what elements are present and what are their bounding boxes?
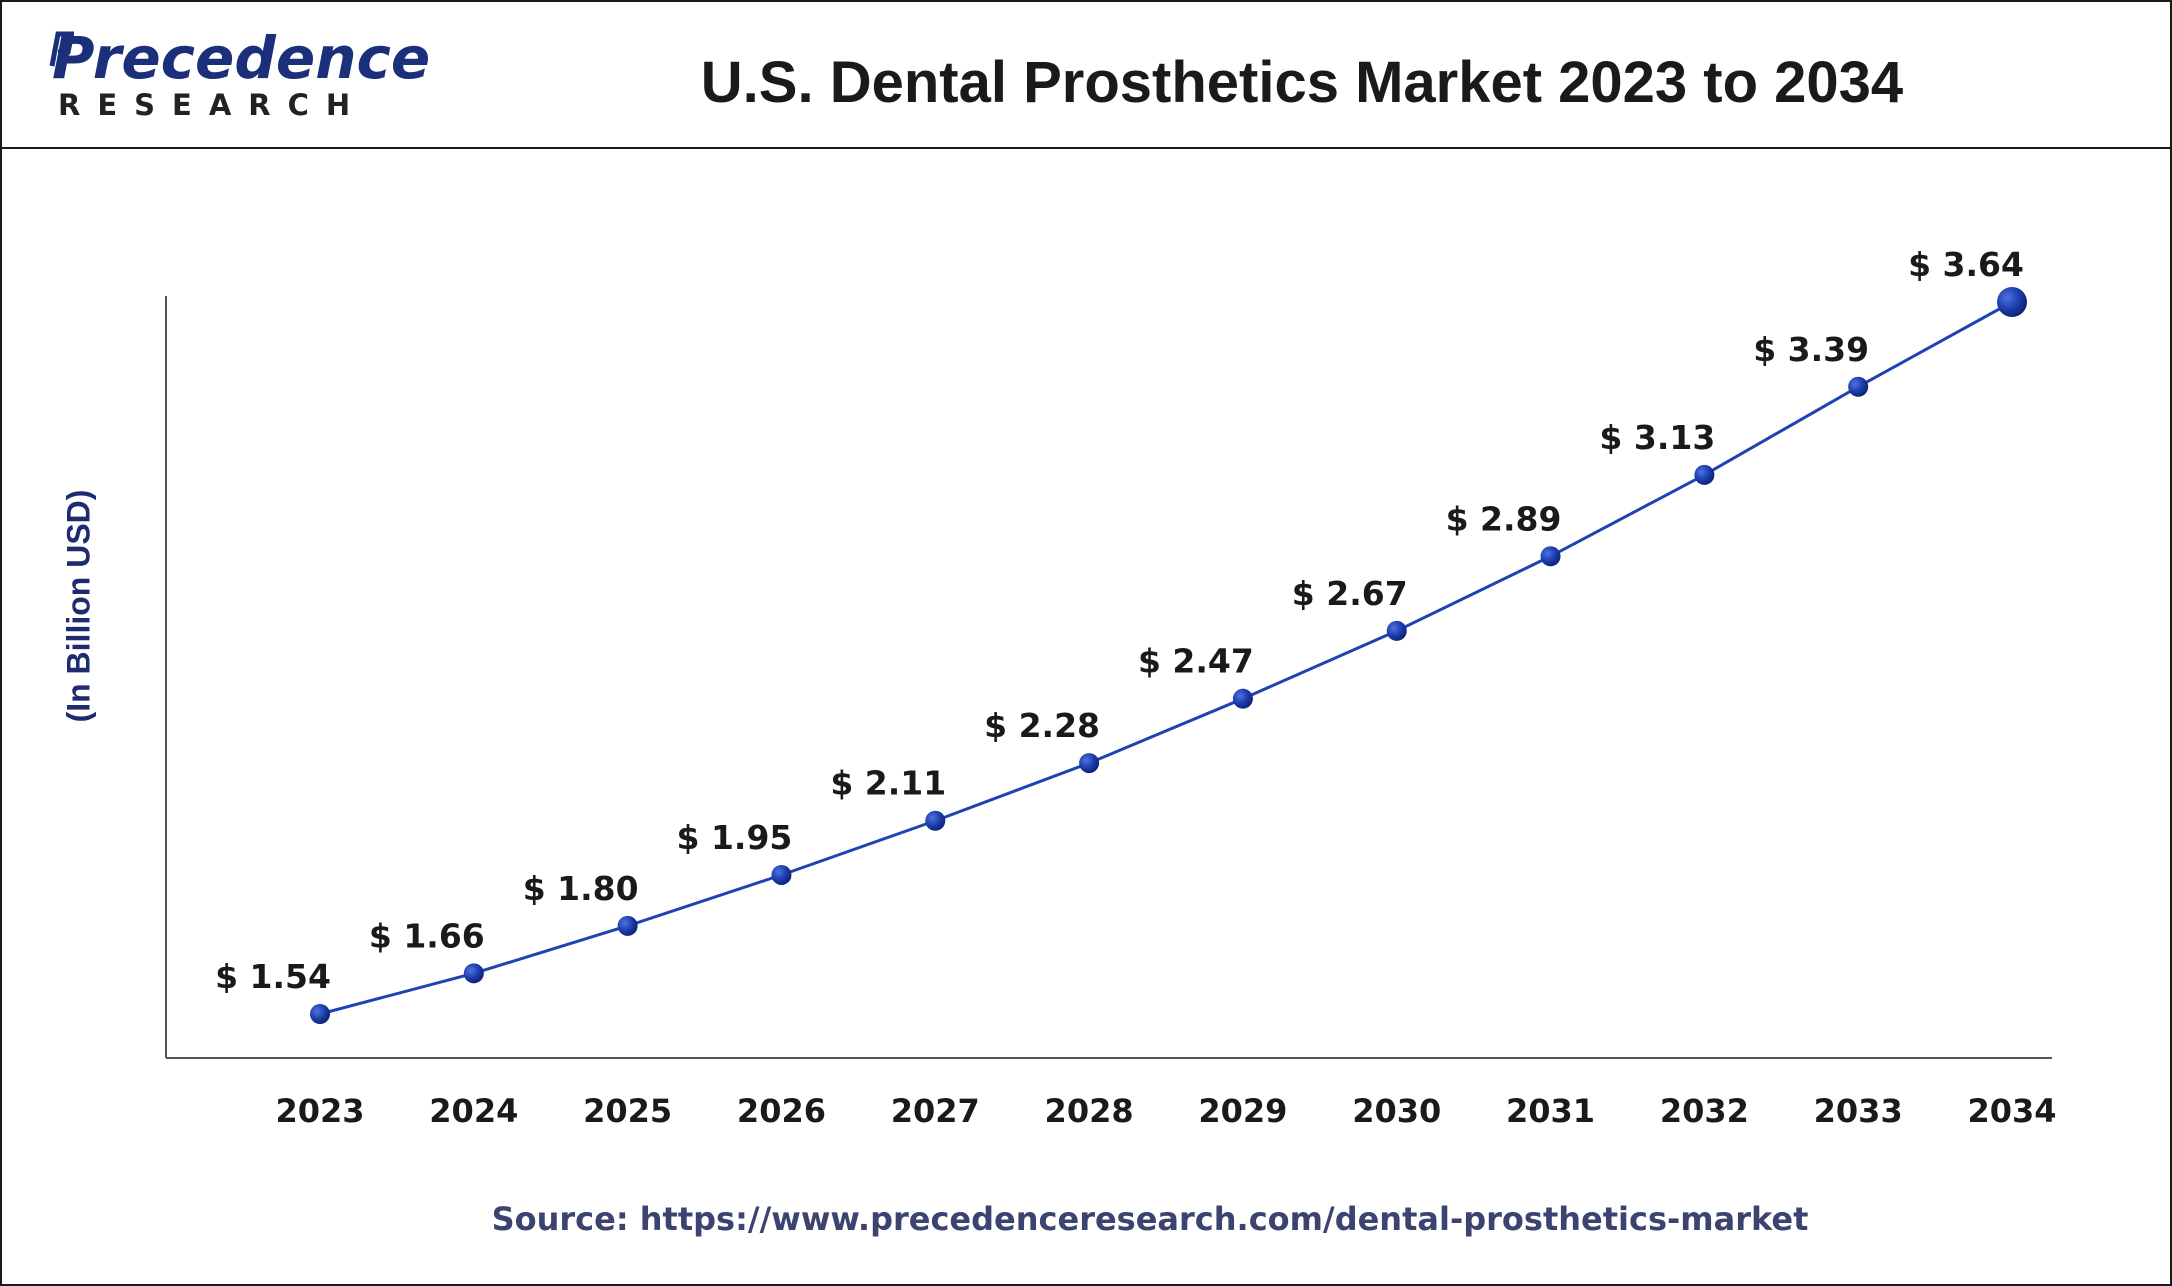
x-tick-label: 2034 — [1967, 1092, 2056, 1130]
source-note: Source: https://www.precedenceresearch.c… — [491, 1200, 1809, 1238]
data-label: $ 3.39 — [1753, 330, 1869, 369]
series-line — [319, 300, 2013, 1016]
data-label: $ 2.67 — [1292, 574, 1408, 613]
data-point — [617, 915, 638, 936]
data-label: $ 2.11 — [830, 764, 946, 803]
data-point — [1540, 546, 1561, 567]
x-tick-label: 2033 — [1814, 1092, 1903, 1130]
data-label: $ 2.47 — [1138, 642, 1254, 681]
data-label: $ 1.80 — [523, 869, 639, 908]
data-point — [1848, 376, 1869, 397]
logo-name: Precedence — [52, 24, 431, 92]
data-label: $ 2.28 — [984, 706, 1100, 745]
logo-mark-icon — [49, 31, 74, 67]
data-point — [463, 963, 484, 984]
series-layer — [310, 287, 2027, 1024]
x-tick-label: 2029 — [1198, 1092, 1287, 1130]
logo: Precedence RESEARCH — [49, 24, 430, 129]
x-tick-label: 2026 — [737, 1092, 826, 1130]
data-label: $ 2.89 — [1446, 499, 1562, 538]
data-point — [310, 1004, 330, 1024]
x-tick-label: 2028 — [1045, 1092, 1134, 1130]
data-label: $ 3.13 — [1599, 418, 1715, 457]
x-tick-label: 2032 — [1660, 1092, 1749, 1130]
data-point — [925, 810, 946, 831]
x-tick-label: 2030 — [1352, 1092, 1441, 1130]
x-tick-label: 2025 — [583, 1092, 672, 1130]
data-label: $ 1.54 — [215, 957, 331, 996]
x-tick-label: 2031 — [1506, 1092, 1595, 1130]
data-point — [1232, 688, 1253, 709]
data-label: $ 3.64 — [1908, 245, 2024, 284]
data-label: $ 1.66 — [369, 916, 485, 955]
data-point — [1386, 620, 1407, 641]
data-point — [1694, 464, 1715, 485]
logo-sub: RESEARCH — [58, 88, 368, 122]
x-tick-label: 2023 — [275, 1092, 364, 1130]
x-tick-label: 2027 — [891, 1092, 980, 1130]
label-layer: $ 1.54 $ 1.66 $ 1.80 $ 1.95 $ 2.11 $ 2.28 $ 2.… — [215, 245, 2024, 996]
data-label: $ 1.95 — [677, 818, 793, 857]
tick-layer: 2023 2024 2025 2026 2027 2028 2029 2030 2031 2032… — [275, 1092, 2056, 1130]
chart-title: U.S. Dental Prosthetics Market 2023 to 2… — [700, 50, 1904, 115]
header: Precedence RESEARCH U.S. Dental Prosthet… — [2, 2, 2170, 149]
data-point — [771, 864, 792, 885]
x-tick-label: 2024 — [429, 1092, 518, 1130]
data-point — [1079, 753, 1100, 774]
data-point — [1997, 287, 2027, 317]
